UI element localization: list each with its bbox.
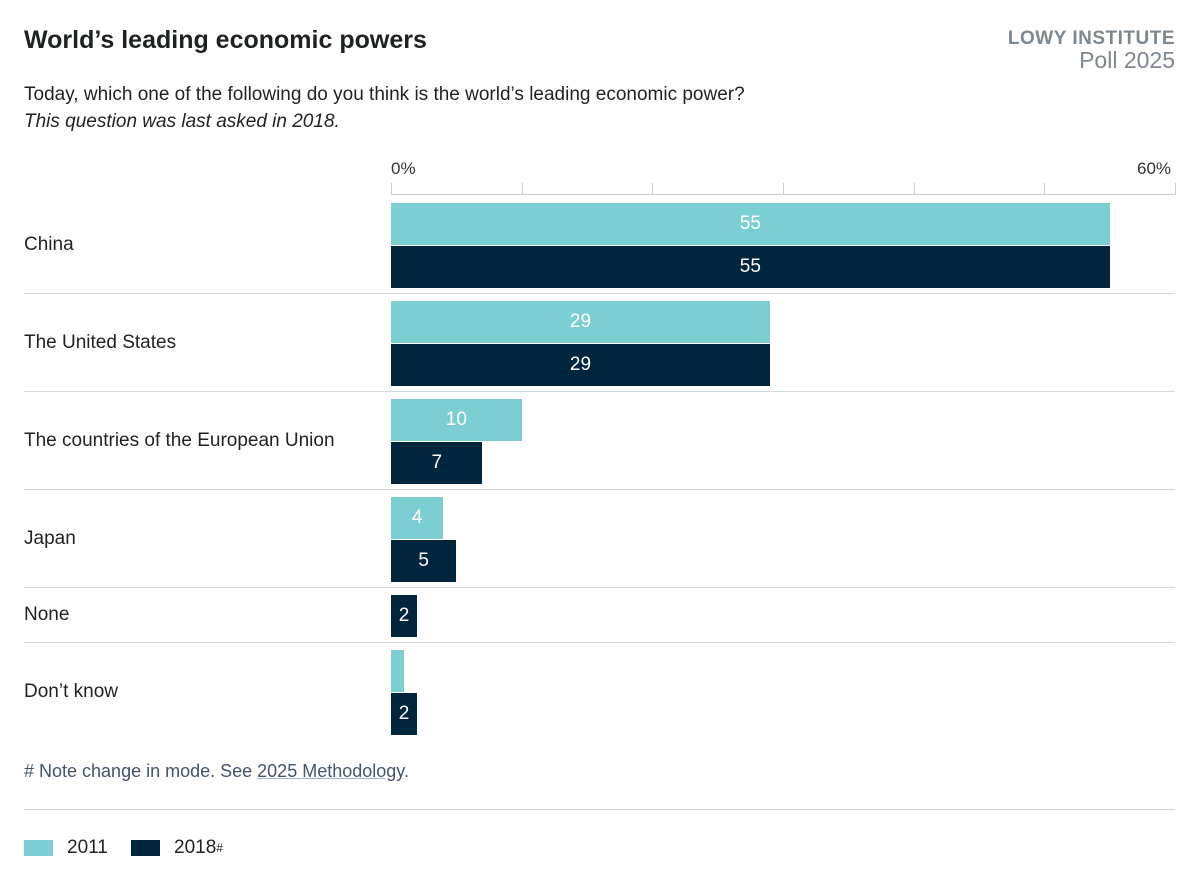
category-label: China <box>24 233 74 255</box>
category-label: The United States <box>24 331 177 353</box>
tick-label: 60% <box>1137 159 1172 178</box>
axis-tick <box>783 183 784 195</box>
bar-2011: 29 <box>391 301 770 343</box>
legend-swatch <box>24 840 53 856</box>
category-label: None <box>24 604 70 625</box>
category-label: Don’t know <box>24 680 118 702</box>
chart-note: This question was last asked in 2018. <box>24 111 340 132</box>
row-divider <box>24 293 1175 294</box>
legend-suffix: # <box>216 841 223 855</box>
bar-2018: 29 <box>391 344 770 386</box>
row-divider <box>24 587 1175 588</box>
bar-2011 <box>391 650 405 692</box>
footnote-suffix: . <box>403 761 409 781</box>
legend-label: 2011 <box>67 837 108 858</box>
divider <box>24 809 1175 810</box>
bar-2018: 55 <box>391 246 1110 288</box>
bar-2018: 2 <box>391 595 418 637</box>
category-label: Japan <box>24 527 76 549</box>
axis-tick <box>1175 183 1176 195</box>
tick-label: 0% <box>391 159 416 178</box>
bar-2018: 2 <box>391 693 418 735</box>
legend-label: 2018 <box>174 837 217 858</box>
brand-poll: Poll 2025 <box>1079 47 1175 73</box>
footnote: # Note change in mode. See 2025 Methodol… <box>24 761 409 782</box>
row-divider <box>24 642 1175 643</box>
chart-subtitle: Today, which one of the following do you… <box>24 84 745 105</box>
bar-2011: 55 <box>391 203 1110 245</box>
bar-2011: 4 <box>391 497 444 539</box>
chart-title: World’s leading economic powers <box>24 26 427 54</box>
row-divider <box>24 391 1175 392</box>
axis-tick <box>652 183 654 195</box>
footnote-text: # Note change in mode. See <box>24 761 258 781</box>
legend-item-2018: 2018 # <box>131 837 223 859</box>
category-label: The countries of the European Union <box>24 429 335 451</box>
methodology-link[interactable]: 2025 Methodology <box>257 761 404 781</box>
bar-2011: 10 <box>391 399 522 441</box>
legend-swatch <box>131 840 160 856</box>
legend-item-2011: 2011 <box>24 837 108 859</box>
row-divider <box>24 489 1175 490</box>
axis-tick <box>391 183 392 195</box>
axis-tick <box>913 183 915 195</box>
bar-2018: 5 <box>391 540 457 582</box>
axis-tick <box>1044 183 1046 195</box>
brand-name: LOWY INSTITUTE <box>1007 28 1175 49</box>
axis-tick <box>521 183 523 195</box>
bar-2018: 7 <box>391 442 483 484</box>
